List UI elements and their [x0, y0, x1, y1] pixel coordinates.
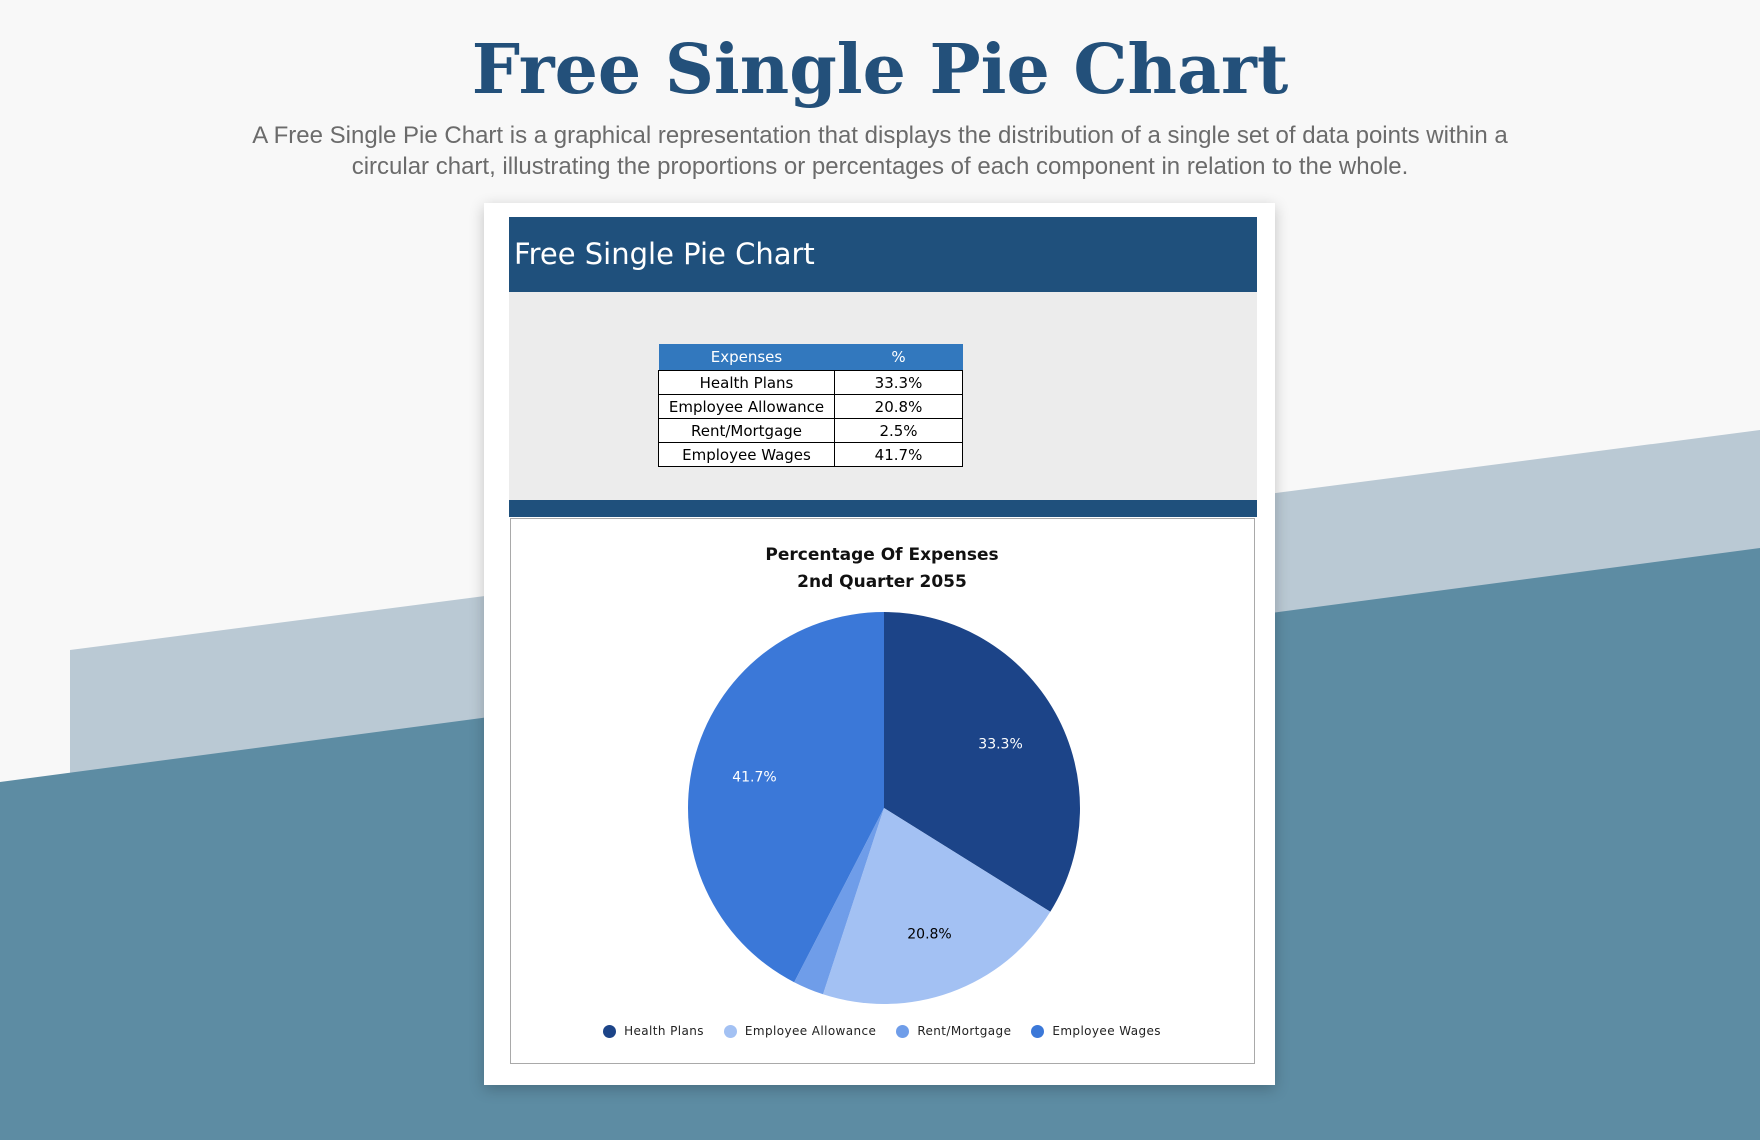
table-area: Expenses % Health Plans 33.3% Employee A…: [509, 292, 1257, 500]
table-row: Health Plans 33.3%: [658, 370, 963, 395]
pie-slice-employee-allowance: [823, 808, 1051, 1004]
table-row: Rent/Mortgage 2.5%: [658, 418, 963, 443]
legend-item: Rent/Mortgage: [896, 1024, 1011, 1038]
legend-swatch-icon: [896, 1024, 910, 1038]
legend-label: Employee Wages: [1052, 1024, 1161, 1038]
data-label: 20.8%: [907, 926, 951, 942]
table-cell: Health Plans: [658, 370, 835, 395]
chart-container: Percentage Of Expenses 2nd Quarter 2055 …: [510, 518, 1255, 1064]
table-cell: Employee Wages: [658, 442, 835, 467]
pie-slice-employee-wages: [688, 612, 884, 983]
page-title: Free Single Pie Chart: [471, 30, 1289, 110]
sheet-title: Free Single Pie Chart: [514, 237, 815, 271]
chart-subtitle: 2nd Quarter 2055: [797, 572, 967, 592]
legend-label: Rent/Mortgage: [917, 1024, 1012, 1038]
chart-legend: Health Plans Employee Allowance Rent/Mortg…: [511, 1024, 1253, 1038]
spreadsheet-preview: Free Single Pie Chart Expenses % Health …: [484, 203, 1275, 1085]
table-cell: 33.3%: [834, 370, 963, 395]
legend-label: Employee Allowance: [744, 1024, 877, 1038]
table-row: Employee Wages 41.7%: [658, 442, 963, 467]
table-cell: 2.5%: [834, 418, 963, 443]
pie-slice-health-plans: [884, 612, 1080, 912]
pie-slice-rent-mortgage: [794, 808, 884, 995]
legend-item: Employee Wages: [1031, 1024, 1161, 1038]
data-label: 41.7%: [732, 770, 776, 786]
table-cell: 41.7%: [834, 442, 963, 467]
column-header-expenses: Expenses: [658, 344, 835, 371]
table-cell: Rent/Mortgage: [658, 418, 835, 443]
legend-item: Employee Allowance: [723, 1024, 877, 1038]
pie-chart: 33.3% 20.8% 41.7%: [688, 612, 1080, 1004]
table-cell: 20.8%: [834, 394, 963, 419]
legend-label: Health Plans: [624, 1024, 704, 1038]
page-description: A Free Single Pie Chart is a graphical r…: [252, 122, 1508, 180]
separator-bar: [509, 500, 1257, 517]
legend-item: Health Plans: [603, 1024, 704, 1038]
expenses-table: Expenses % Health Plans 33.3% Employee A…: [658, 344, 963, 467]
legend-swatch-icon: [1031, 1024, 1045, 1038]
table-cell: Employee Allowance: [658, 394, 835, 419]
sheet-header: Free Single Pie Chart: [509, 217, 1257, 292]
table-row: Employee Allowance 20.8%: [658, 394, 963, 419]
legend-swatch-icon: [603, 1024, 617, 1038]
column-header-percent: %: [834, 344, 963, 371]
chart-title: Percentage Of Expenses: [765, 545, 999, 565]
data-label: 33.3%: [978, 736, 1022, 752]
legend-swatch-icon: [723, 1024, 737, 1038]
table-header-row: Expenses %: [658, 344, 963, 371]
